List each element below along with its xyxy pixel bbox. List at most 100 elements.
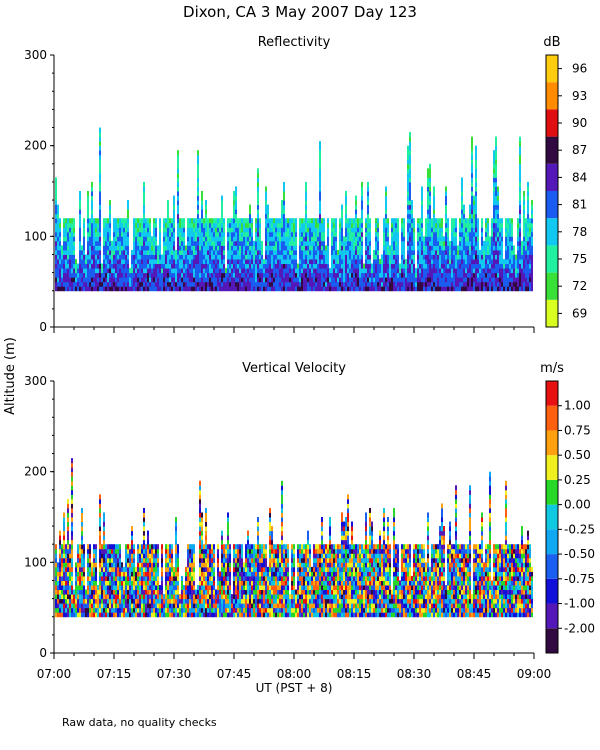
reflectivity-cell	[57, 218, 59, 224]
vertical-velocity-cell	[171, 553, 173, 559]
reflectivity-cell	[153, 259, 155, 265]
reflectivity-cell	[233, 286, 235, 292]
reflectivity-cell	[135, 259, 137, 265]
reflectivity-cell	[79, 195, 81, 201]
reflectivity-cell	[511, 218, 513, 224]
reflectivity-cell	[55, 268, 57, 274]
reflectivity-cell	[445, 240, 447, 246]
vertical-velocity-cell	[127, 603, 129, 609]
reflectivity-cell	[277, 277, 279, 283]
reflectivity-cell	[117, 236, 119, 242]
reflectivity-cell	[211, 240, 213, 246]
reflectivity-cell	[265, 281, 267, 287]
reflectivity-cell	[389, 281, 391, 287]
reflectivity-cell	[313, 249, 315, 255]
reflectivity-cell	[89, 249, 91, 255]
reflectivity-cell	[345, 218, 347, 224]
reflectivity-cell	[319, 159, 321, 165]
reflectivity-cell	[109, 249, 111, 255]
reflectivity-cell	[293, 218, 295, 224]
reflectivity-cell	[473, 218, 475, 224]
vertical-velocity-cell	[67, 517, 69, 523]
reflectivity-cell	[107, 236, 109, 242]
reflectivity-cell	[249, 231, 251, 237]
reflectivity-cell	[197, 181, 199, 187]
reflectivity-cell	[223, 254, 225, 260]
reflectivity-cell	[407, 163, 409, 169]
reflectivity-cell	[427, 213, 429, 219]
vertical-velocity-cell	[169, 548, 171, 554]
vertical-velocity-cell	[125, 594, 127, 600]
reflectivity-cell	[167, 268, 169, 274]
reflectivity-cell	[133, 218, 135, 224]
reflectivity-cell	[501, 281, 503, 287]
reflectivity-cell	[521, 254, 523, 260]
reflectivity-cell	[445, 200, 447, 206]
reflectivity-cell	[221, 254, 223, 260]
reflectivity-cell	[171, 222, 173, 228]
reflectivity-cell	[301, 236, 303, 242]
vertical-velocity-cell	[55, 548, 57, 554]
reflectivity-cell	[241, 263, 243, 269]
reflectivity-cell	[179, 245, 181, 251]
reflectivity-cell	[217, 222, 219, 228]
vertical-velocity-cell	[125, 544, 127, 550]
reflectivity-cell	[389, 277, 391, 283]
reflectivity-cell	[269, 240, 271, 246]
reflectivity-cell	[401, 272, 403, 278]
reflectivity-cell	[183, 240, 185, 246]
reflectivity-cell	[159, 286, 161, 292]
reflectivity-cell	[153, 236, 155, 242]
reflectivity-cell	[111, 263, 113, 269]
reflectivity-cell	[197, 204, 199, 210]
reflectivity-cell	[435, 286, 437, 292]
vertical-velocity-cell	[139, 612, 141, 618]
reflectivity-cell	[95, 272, 97, 278]
reflectivity-cell	[313, 268, 315, 274]
reflectivity-cell	[421, 259, 423, 265]
reflectivity-cell	[507, 268, 509, 274]
reflectivity-cell	[403, 249, 405, 255]
reflectivity-cell	[311, 240, 313, 246]
reflectivity-cell	[229, 281, 231, 287]
reflectivity-cell	[231, 218, 233, 224]
reflectivity-cell	[469, 231, 471, 237]
reflectivity-cell	[289, 218, 291, 224]
reflectivity-cell	[453, 236, 455, 242]
reflectivity-cell	[345, 195, 347, 201]
reflectivity-cell	[259, 218, 261, 224]
reflectivity-cell	[281, 231, 283, 237]
reflectivity-cell	[143, 286, 145, 292]
reflectivity-cell	[203, 281, 205, 287]
reflectivity-cell	[233, 277, 235, 283]
reflectivity-cell	[285, 286, 287, 292]
reflectivity-cell	[469, 272, 471, 278]
vertical-velocity-cell	[83, 607, 85, 613]
reflectivity-cell	[511, 268, 513, 274]
reflectivity-cell	[235, 277, 237, 283]
reflectivity-cell	[213, 281, 215, 287]
reflectivity-cell	[271, 259, 273, 265]
reflectivity-cell	[361, 259, 363, 265]
reflectivity-cell	[169, 236, 171, 242]
reflectivity-cell	[269, 254, 271, 260]
reflectivity-cell	[169, 281, 171, 287]
reflectivity-cell	[149, 231, 151, 237]
reflectivity-cell	[127, 272, 129, 278]
reflectivity-cell	[385, 204, 387, 210]
reflectivity-cell	[495, 213, 497, 219]
vertical-velocity-cell	[133, 603, 135, 609]
reflectivity-cell	[399, 272, 401, 278]
reflectivity-cell	[179, 254, 181, 260]
reflectivity-cell	[217, 227, 219, 233]
reflectivity-cell	[181, 259, 183, 265]
reflectivity-cell	[475, 150, 477, 156]
reflectivity-cell	[393, 222, 395, 228]
reflectivity-cell	[61, 268, 63, 274]
reflectivity-cell	[429, 163, 431, 169]
reflectivity-cell	[489, 245, 491, 251]
reflectivity-cell	[377, 240, 379, 246]
reflectivity-cell	[213, 249, 215, 255]
reflectivity-cell	[503, 286, 505, 292]
reflectivity-cell	[207, 281, 209, 287]
